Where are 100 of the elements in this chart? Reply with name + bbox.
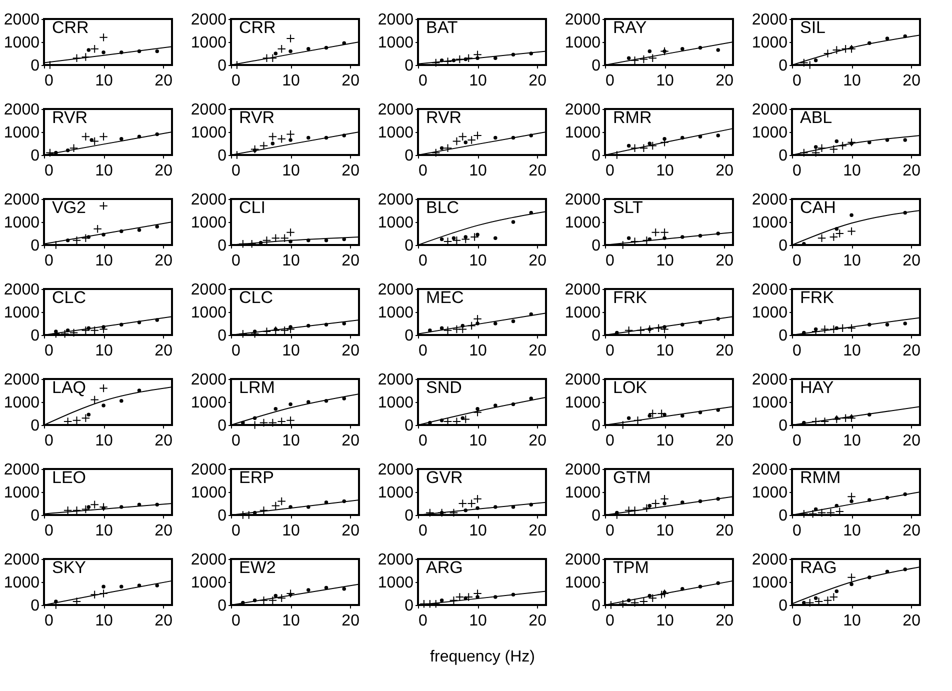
x-tick-label: 20	[716, 72, 734, 90]
x-tick-label: 0	[792, 72, 802, 90]
y-tick-label: 1000	[564, 394, 601, 412]
y-tick-label: 1000	[190, 394, 227, 412]
chart-title: CLC	[52, 288, 86, 307]
x-tick-label: 10	[282, 522, 300, 540]
x-tick-label: 10	[282, 342, 300, 360]
y-tick-label: 2000	[378, 192, 414, 208]
x-tick-label: 20	[342, 522, 360, 540]
y-tick-label: 2000	[752, 102, 788, 118]
y-tick-label: 1000	[564, 34, 601, 52]
x-tick-label: 0	[418, 342, 428, 360]
chart-title: GTM	[613, 468, 651, 487]
y-tick-label: 1000	[378, 34, 414, 52]
x-tick-label: 10	[469, 342, 488, 360]
x-tick-label: 0	[606, 162, 614, 180]
y-tick-label: 1000	[190, 214, 227, 232]
y-tick-label: 1000	[752, 214, 788, 232]
y-tick-label: 1000	[4, 304, 40, 322]
y-tick-label: 0	[218, 328, 227, 344]
y-tick-label: 1000	[190, 34, 227, 52]
x-tick-label: 20	[528, 252, 547, 270]
x-tick-label: 0	[792, 522, 802, 540]
x-tick-label: 20	[154, 252, 173, 270]
x-tick-label: 10	[95, 72, 114, 90]
y-tick-label: 0	[404, 598, 414, 614]
y-tick-label: 1000	[564, 304, 601, 322]
x-tick-label: 0	[606, 342, 614, 360]
y-tick-label: 0	[592, 148, 601, 164]
x-tick-label: 0	[44, 432, 54, 450]
y-tick-label: 0	[30, 328, 40, 344]
y-tick-label: 2000	[190, 462, 227, 478]
x-tick-label: 10	[469, 432, 488, 450]
x-tick-label: 10	[656, 522, 674, 540]
x-tick-label: 20	[154, 612, 173, 630]
x-tick-label: 0	[232, 522, 240, 540]
chart-title: ARG	[426, 558, 463, 577]
x-tick-label: 0	[792, 612, 802, 630]
x-tick-label: 20	[902, 432, 921, 450]
chart-title: TPM	[613, 558, 649, 577]
y-tick-label: 2000	[564, 552, 601, 568]
y-tick-label: 0	[30, 418, 40, 434]
y-tick-label: 2000	[4, 552, 40, 568]
chart-title: GVR	[426, 468, 463, 487]
x-axis-title: frequency (Hz)	[430, 648, 535, 666]
x-tick-label: 20	[154, 162, 173, 180]
y-tick-label: 1000	[564, 214, 601, 232]
x-tick-label: 0	[606, 522, 614, 540]
x-tick-label: 10	[656, 162, 674, 180]
chart-title: CRR	[52, 18, 89, 37]
y-tick-label: 0	[404, 148, 414, 164]
y-tick-label: 0	[30, 148, 40, 164]
x-tick-label: 20	[716, 342, 734, 360]
x-tick-label: 10	[469, 522, 488, 540]
chart-title: FRK	[613, 288, 648, 307]
y-tick-label: 2000	[752, 282, 788, 298]
x-tick-label: 10	[95, 342, 114, 360]
x-tick-label: 20	[716, 522, 734, 540]
chart-title: LAQ	[52, 378, 86, 397]
x-tick-label: 0	[44, 522, 54, 540]
x-tick-label: 0	[606, 252, 614, 270]
x-tick-label: 10	[95, 612, 114, 630]
chart-title: LEO	[52, 468, 86, 487]
x-tick-label: 10	[843, 252, 862, 270]
x-tick-label: 10	[843, 342, 862, 360]
x-tick-label: 10	[282, 72, 300, 90]
x-tick-label: 20	[342, 342, 360, 360]
y-tick-label: 1000	[752, 484, 788, 502]
x-tick-label: 10	[843, 612, 862, 630]
y-tick-label: 1000	[190, 484, 227, 502]
chart-title: RAG	[800, 558, 837, 577]
x-tick-label: 20	[528, 72, 547, 90]
chart-title: RVR	[239, 108, 275, 127]
chart-title: RMM	[800, 468, 841, 487]
y-tick-label: 2000	[564, 462, 601, 478]
y-tick-label: 0	[30, 238, 40, 254]
y-tick-label: 0	[778, 598, 788, 614]
y-tick-label: 1000	[4, 34, 40, 52]
y-tick-label: 2000	[190, 282, 227, 298]
x-tick-label: 20	[342, 72, 360, 90]
chart-title: FRK	[800, 288, 835, 307]
y-tick-label: 2000	[564, 192, 601, 208]
x-tick-label: 0	[792, 342, 802, 360]
x-tick-label: 0	[232, 342, 240, 360]
y-tick-label: 2000	[190, 372, 227, 388]
y-tick-label: 0	[218, 418, 227, 434]
y-tick-label: 1000	[190, 124, 227, 142]
x-tick-label: 20	[902, 522, 921, 540]
x-tick-label: 10	[469, 252, 488, 270]
y-tick-label: 2000	[4, 192, 40, 208]
chart-title: ERP	[239, 468, 274, 487]
y-tick-label: 0	[592, 598, 601, 614]
x-tick-label: 20	[902, 72, 921, 90]
y-tick-label: 2000	[4, 462, 40, 478]
y-tick-label: 1000	[752, 574, 788, 592]
x-tick-label: 10	[656, 72, 674, 90]
y-tick-label: 1000	[752, 304, 788, 322]
x-tick-label: 0	[418, 522, 428, 540]
y-tick-label: 1000	[378, 124, 414, 142]
x-tick-label: 0	[232, 252, 240, 270]
